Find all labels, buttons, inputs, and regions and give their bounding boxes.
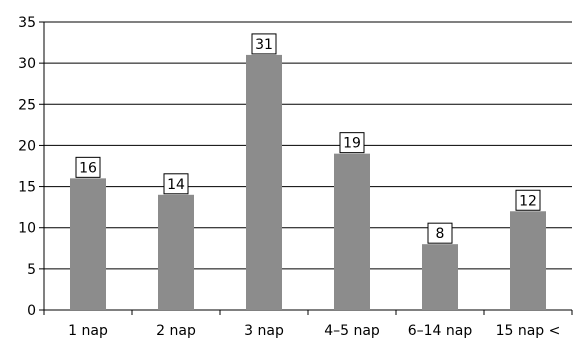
bar	[70, 178, 106, 310]
x-tick-label: 1 nap	[68, 323, 108, 339]
data-label-box	[75, 156, 101, 178]
data-label-box	[427, 222, 453, 244]
x-tick-label: 15 nap <	[496, 323, 561, 339]
bar	[422, 244, 458, 310]
y-tick-label: 5	[27, 262, 36, 278]
data-label: 12	[519, 193, 537, 209]
y-tick-labels: 0 5 10 15 20 25 30 35	[18, 15, 36, 319]
y-tick-label: 10	[18, 221, 36, 237]
data-label-box	[251, 33, 277, 55]
y-tick-label: 20	[18, 138, 36, 154]
bars	[70, 54, 546, 310]
data-label: 16	[79, 160, 97, 176]
data-label-box	[339, 132, 365, 154]
y-tick-label: 25	[18, 97, 36, 113]
data-label-box	[515, 189, 541, 211]
y-tick-label: 15	[18, 180, 36, 196]
data-label: 8	[436, 226, 445, 242]
x-tick-labels: 1 nap 2 nap 3 nap 4–5 nap 6–14 nap 15 nap <	[68, 323, 560, 339]
gridlines	[44, 21, 572, 270]
bar	[158, 194, 194, 310]
data-label: 19	[343, 136, 361, 152]
bar	[510, 211, 546, 310]
axes	[39, 21, 573, 315]
x-tick-label: 2 nap	[156, 323, 196, 339]
y-tick-label: 30	[18, 56, 36, 72]
data-label-box	[163, 173, 189, 195]
data-labels: 16 14 31 19 8 12	[75, 33, 541, 244]
bar	[246, 54, 282, 310]
x-tick-label: 3 nap	[244, 323, 284, 339]
data-label: 31	[255, 37, 273, 53]
x-tick-label: 6–14 nap	[408, 323, 473, 339]
bar	[334, 153, 370, 310]
y-tick-label: 0	[27, 303, 36, 319]
y-tick-label: 35	[18, 15, 36, 31]
x-tick-label: 4–5 nap	[324, 323, 380, 339]
data-label: 14	[167, 177, 185, 193]
